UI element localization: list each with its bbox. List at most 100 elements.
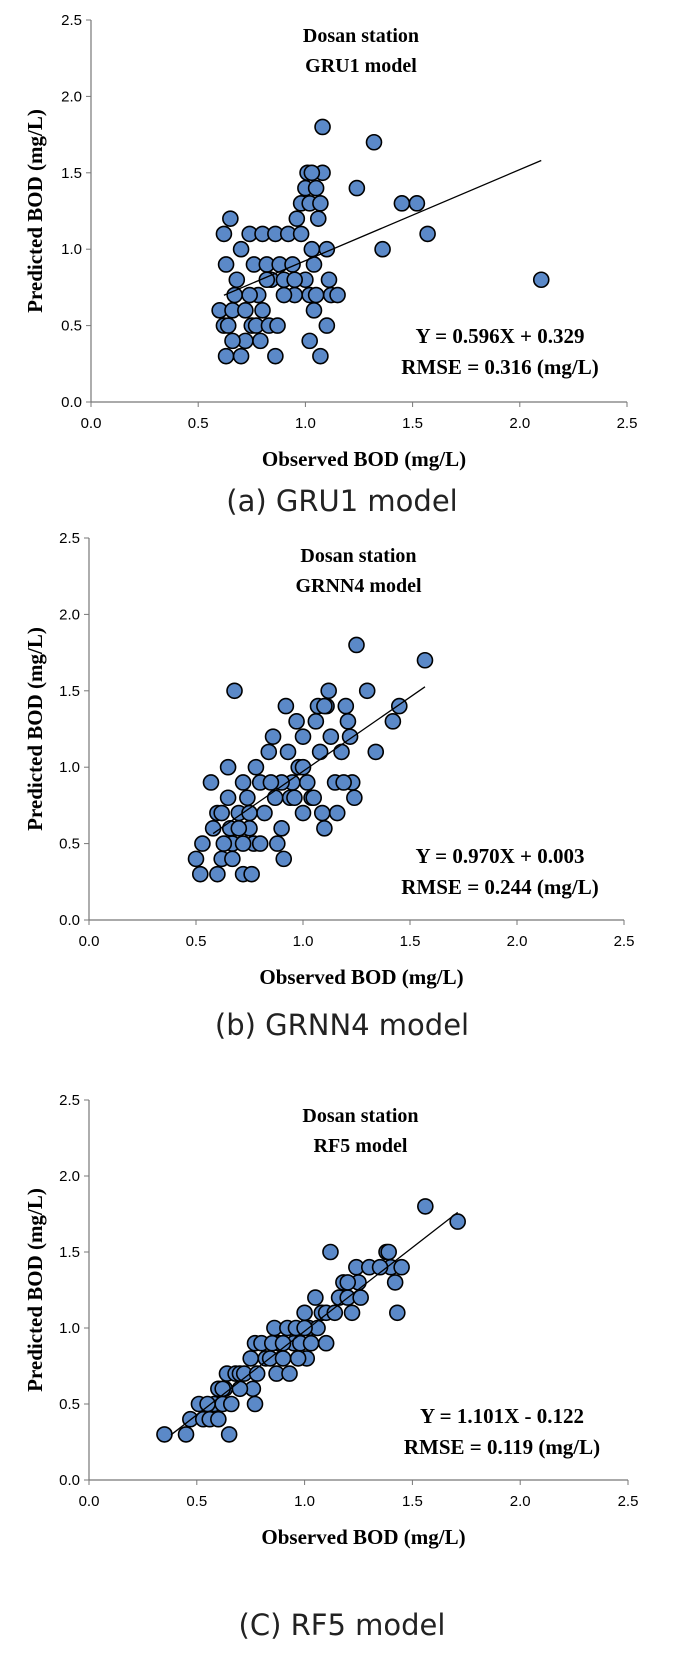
data-point	[311, 743, 329, 761]
data-point	[316, 820, 333, 837]
data-point	[215, 835, 233, 852]
x-tick-label: 0.5	[186, 1493, 207, 1510]
data-point	[305, 789, 323, 807]
data-point	[230, 820, 248, 837]
chart-title-line: GRNN4 model	[295, 575, 422, 597]
x-tick-label: 2.5	[614, 933, 635, 950]
data-point	[320, 682, 337, 700]
x-tick-label: 1.0	[295, 415, 316, 432]
data-point	[269, 835, 286, 852]
regression-equation: Y = 0.596X + 0.329	[416, 324, 585, 348]
data-point	[232, 240, 250, 258]
x-tick-label: 1.0	[294, 1493, 315, 1510]
data-point	[215, 225, 233, 243]
data-point	[219, 317, 237, 334]
data-point	[242, 1350, 259, 1367]
data-point	[220, 1426, 238, 1443]
data-point	[339, 713, 357, 730]
data-point	[296, 1304, 313, 1322]
x-tick-label: 0.0	[79, 1493, 100, 1510]
rmse-annotation: RMSE = 0.316 (mg/L)	[401, 355, 598, 379]
data-point	[294, 804, 312, 822]
data-point	[286, 789, 303, 807]
y-tick-label: 1.5	[61, 165, 82, 182]
data-point	[389, 1304, 406, 1322]
data-point	[256, 804, 273, 822]
x-axis-label: Observed BOD (mg/L)	[262, 447, 466, 471]
data-point	[307, 713, 325, 730]
x-axis-label: Observed BOD (mg/L)	[259, 965, 463, 989]
data-point	[294, 758, 312, 776]
y-tick-label: 2.5	[61, 12, 82, 29]
data-point	[226, 682, 243, 700]
data-point	[305, 302, 323, 319]
data-point	[328, 804, 346, 822]
data-point	[260, 743, 278, 761]
data-point	[252, 332, 269, 350]
data-point	[303, 164, 321, 182]
x-tick-label: 2.0	[509, 415, 530, 432]
x-tick-label: 0.0	[79, 933, 100, 950]
data-point	[241, 286, 258, 304]
data-point	[210, 1410, 227, 1428]
data-point	[343, 1304, 361, 1322]
data-point	[417, 1198, 434, 1215]
data-point	[275, 850, 293, 868]
y-tick-label: 0.5	[61, 318, 82, 335]
data-point	[224, 332, 241, 350]
data-point	[298, 774, 316, 791]
data-point	[339, 1274, 357, 1291]
rmse-annotation: RMSE = 0.119 (mg/L)	[404, 1435, 600, 1459]
chart-title-line: Dosan station	[302, 1105, 418, 1127]
data-point	[358, 682, 376, 700]
y-axis-label: Predicted BOD (mg/L)	[23, 109, 47, 313]
data-point	[234, 835, 252, 852]
data-point	[274, 1334, 292, 1352]
data-point	[234, 774, 252, 791]
data-point	[213, 804, 230, 822]
data-point	[314, 118, 331, 136]
data-point	[187, 850, 205, 868]
data-point	[384, 713, 402, 730]
chart-panel-a: 0.0 0.5 1.0 1.5 2.0 2.5 0.0 0.5 1.0 1.5 2.0 2.5 Dosa…	[0, 0, 684, 530]
x-tick-label: 0.0	[81, 415, 102, 432]
data-point	[312, 195, 329, 212]
data-point	[393, 1258, 410, 1276]
data-point	[217, 256, 235, 273]
x-tick-label: 2.5	[617, 415, 638, 432]
data-point	[367, 743, 385, 761]
data-point	[346, 789, 363, 807]
regression-equation: Y = 0.970X + 0.003	[416, 844, 585, 868]
data-point	[231, 1380, 249, 1398]
data-point	[274, 1350, 292, 1367]
data-point	[266, 789, 284, 807]
data-point	[219, 789, 237, 807]
data-point	[419, 225, 436, 243]
x-tick-label: 1.5	[402, 1493, 423, 1510]
data-point	[318, 317, 336, 334]
data-point	[294, 728, 312, 745]
data-point	[307, 179, 325, 197]
data-point	[449, 1213, 466, 1230]
data-point	[286, 271, 303, 289]
regression-line	[170, 1211, 459, 1436]
data-point	[302, 1334, 320, 1352]
y-tick-label: 1.5	[59, 683, 80, 700]
data-point	[329, 286, 346, 304]
data-point	[307, 1289, 324, 1306]
x-tick-label: 2.0	[507, 933, 528, 950]
y-tick-label: 0.0	[61, 394, 82, 411]
y-axis-label: Predicted BOD (mg/L)	[23, 1188, 47, 1392]
data-point	[386, 1274, 404, 1291]
x-axis-label: Observed BOD (mg/L)	[261, 1525, 465, 1549]
data-point	[337, 697, 355, 715]
data-point	[275, 286, 293, 304]
chart-panel-b: 0.0 0.5 1.0 1.5 2.0 2.5 0.0 0.5 1.0 1.5 2.0 2.5 Dosa…	[0, 530, 684, 1070]
data-point	[316, 697, 333, 715]
data-point	[222, 1395, 240, 1413]
chart-title-line: Dosan station	[303, 25, 419, 47]
data-point	[273, 820, 290, 837]
data-point	[393, 195, 411, 212]
data-point	[348, 636, 365, 654]
scatter-chart-b: 0.0 0.5 1.0 1.5 2.0 2.5 0.0 0.5 1.0 1.5 2.0 2.5 Dosa…	[23, 530, 635, 989]
